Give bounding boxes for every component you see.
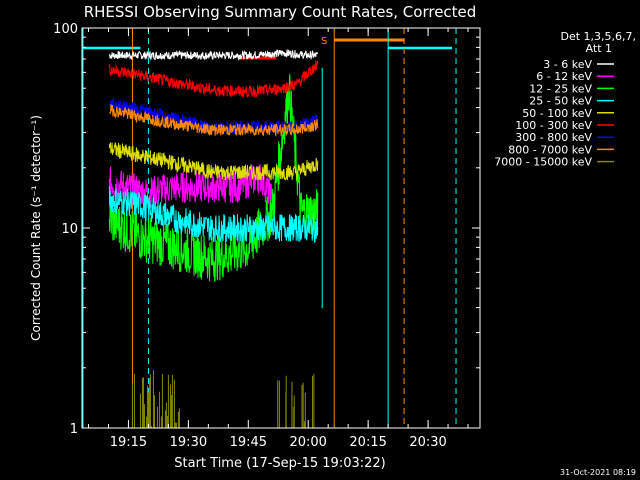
y-tick-label: 10 bbox=[61, 222, 78, 237]
y-axis-label: Corrected Count Rate (s⁻¹ detector⁻¹) bbox=[29, 115, 43, 341]
legend-label: 25 - 50 keV bbox=[529, 95, 592, 108]
series-50-100-kev bbox=[108, 142, 319, 181]
series-6-12-kev bbox=[108, 164, 273, 211]
legend-label: 100 - 300 keV bbox=[515, 119, 592, 132]
series-line bbox=[108, 49, 319, 61]
legend-label: 3 - 6 keV bbox=[543, 58, 592, 71]
legend-label: 6 - 12 keV bbox=[536, 70, 592, 83]
x-tick-label: 19:30 bbox=[170, 435, 207, 450]
legend-label: 300 - 800 keV bbox=[515, 131, 592, 144]
legend-header-line-2: Att 1 bbox=[586, 42, 612, 55]
series-25-50-kev bbox=[108, 186, 319, 243]
legend-header-line-1: Det 1,3,5,6,7, bbox=[560, 30, 636, 43]
series-layer bbox=[108, 49, 327, 429]
flag-label: S bbox=[321, 36, 327, 47]
x-tick-label: 20:30 bbox=[409, 435, 446, 450]
y-tick-label: 1 bbox=[70, 422, 78, 437]
legend-label: 50 - 100 keV bbox=[522, 107, 592, 120]
x-tick-label: 19:45 bbox=[230, 435, 267, 450]
series-line bbox=[108, 186, 319, 243]
timestamp: 31-Oct-2021 08:19 bbox=[560, 468, 636, 477]
series-line bbox=[109, 104, 319, 137]
series-line bbox=[108, 60, 319, 98]
axes: 19:15 19:30 19:45 20:00 20:15 20:30 1 10 100 bbox=[53, 22, 481, 450]
y-tick-label: 100 bbox=[53, 22, 78, 37]
legend-label: 12 - 25 keV bbox=[529, 82, 592, 95]
series-3-6-kev bbox=[108, 49, 319, 61]
observing-overlays: S bbox=[82, 28, 457, 428]
x-tick-label: 19:15 bbox=[110, 435, 147, 450]
series-100-300-kev bbox=[108, 60, 319, 98]
legend-label: 7000 - 15000 keV bbox=[494, 156, 592, 169]
x-axis-label: Start Time (17-Sep-15 19:03:22) bbox=[174, 456, 385, 471]
series-800-7000-kev bbox=[109, 104, 319, 137]
chart-title: RHESSI Observing Summary Count Rates, Co… bbox=[84, 3, 477, 21]
legend-label: 800 - 7000 keV bbox=[508, 143, 592, 156]
x-tick-label: 20:15 bbox=[349, 435, 386, 450]
series-7000-15000-kev bbox=[131, 370, 327, 429]
series-line bbox=[108, 164, 273, 211]
series-line bbox=[108, 142, 319, 181]
x-tick-label: 20:00 bbox=[289, 435, 326, 450]
